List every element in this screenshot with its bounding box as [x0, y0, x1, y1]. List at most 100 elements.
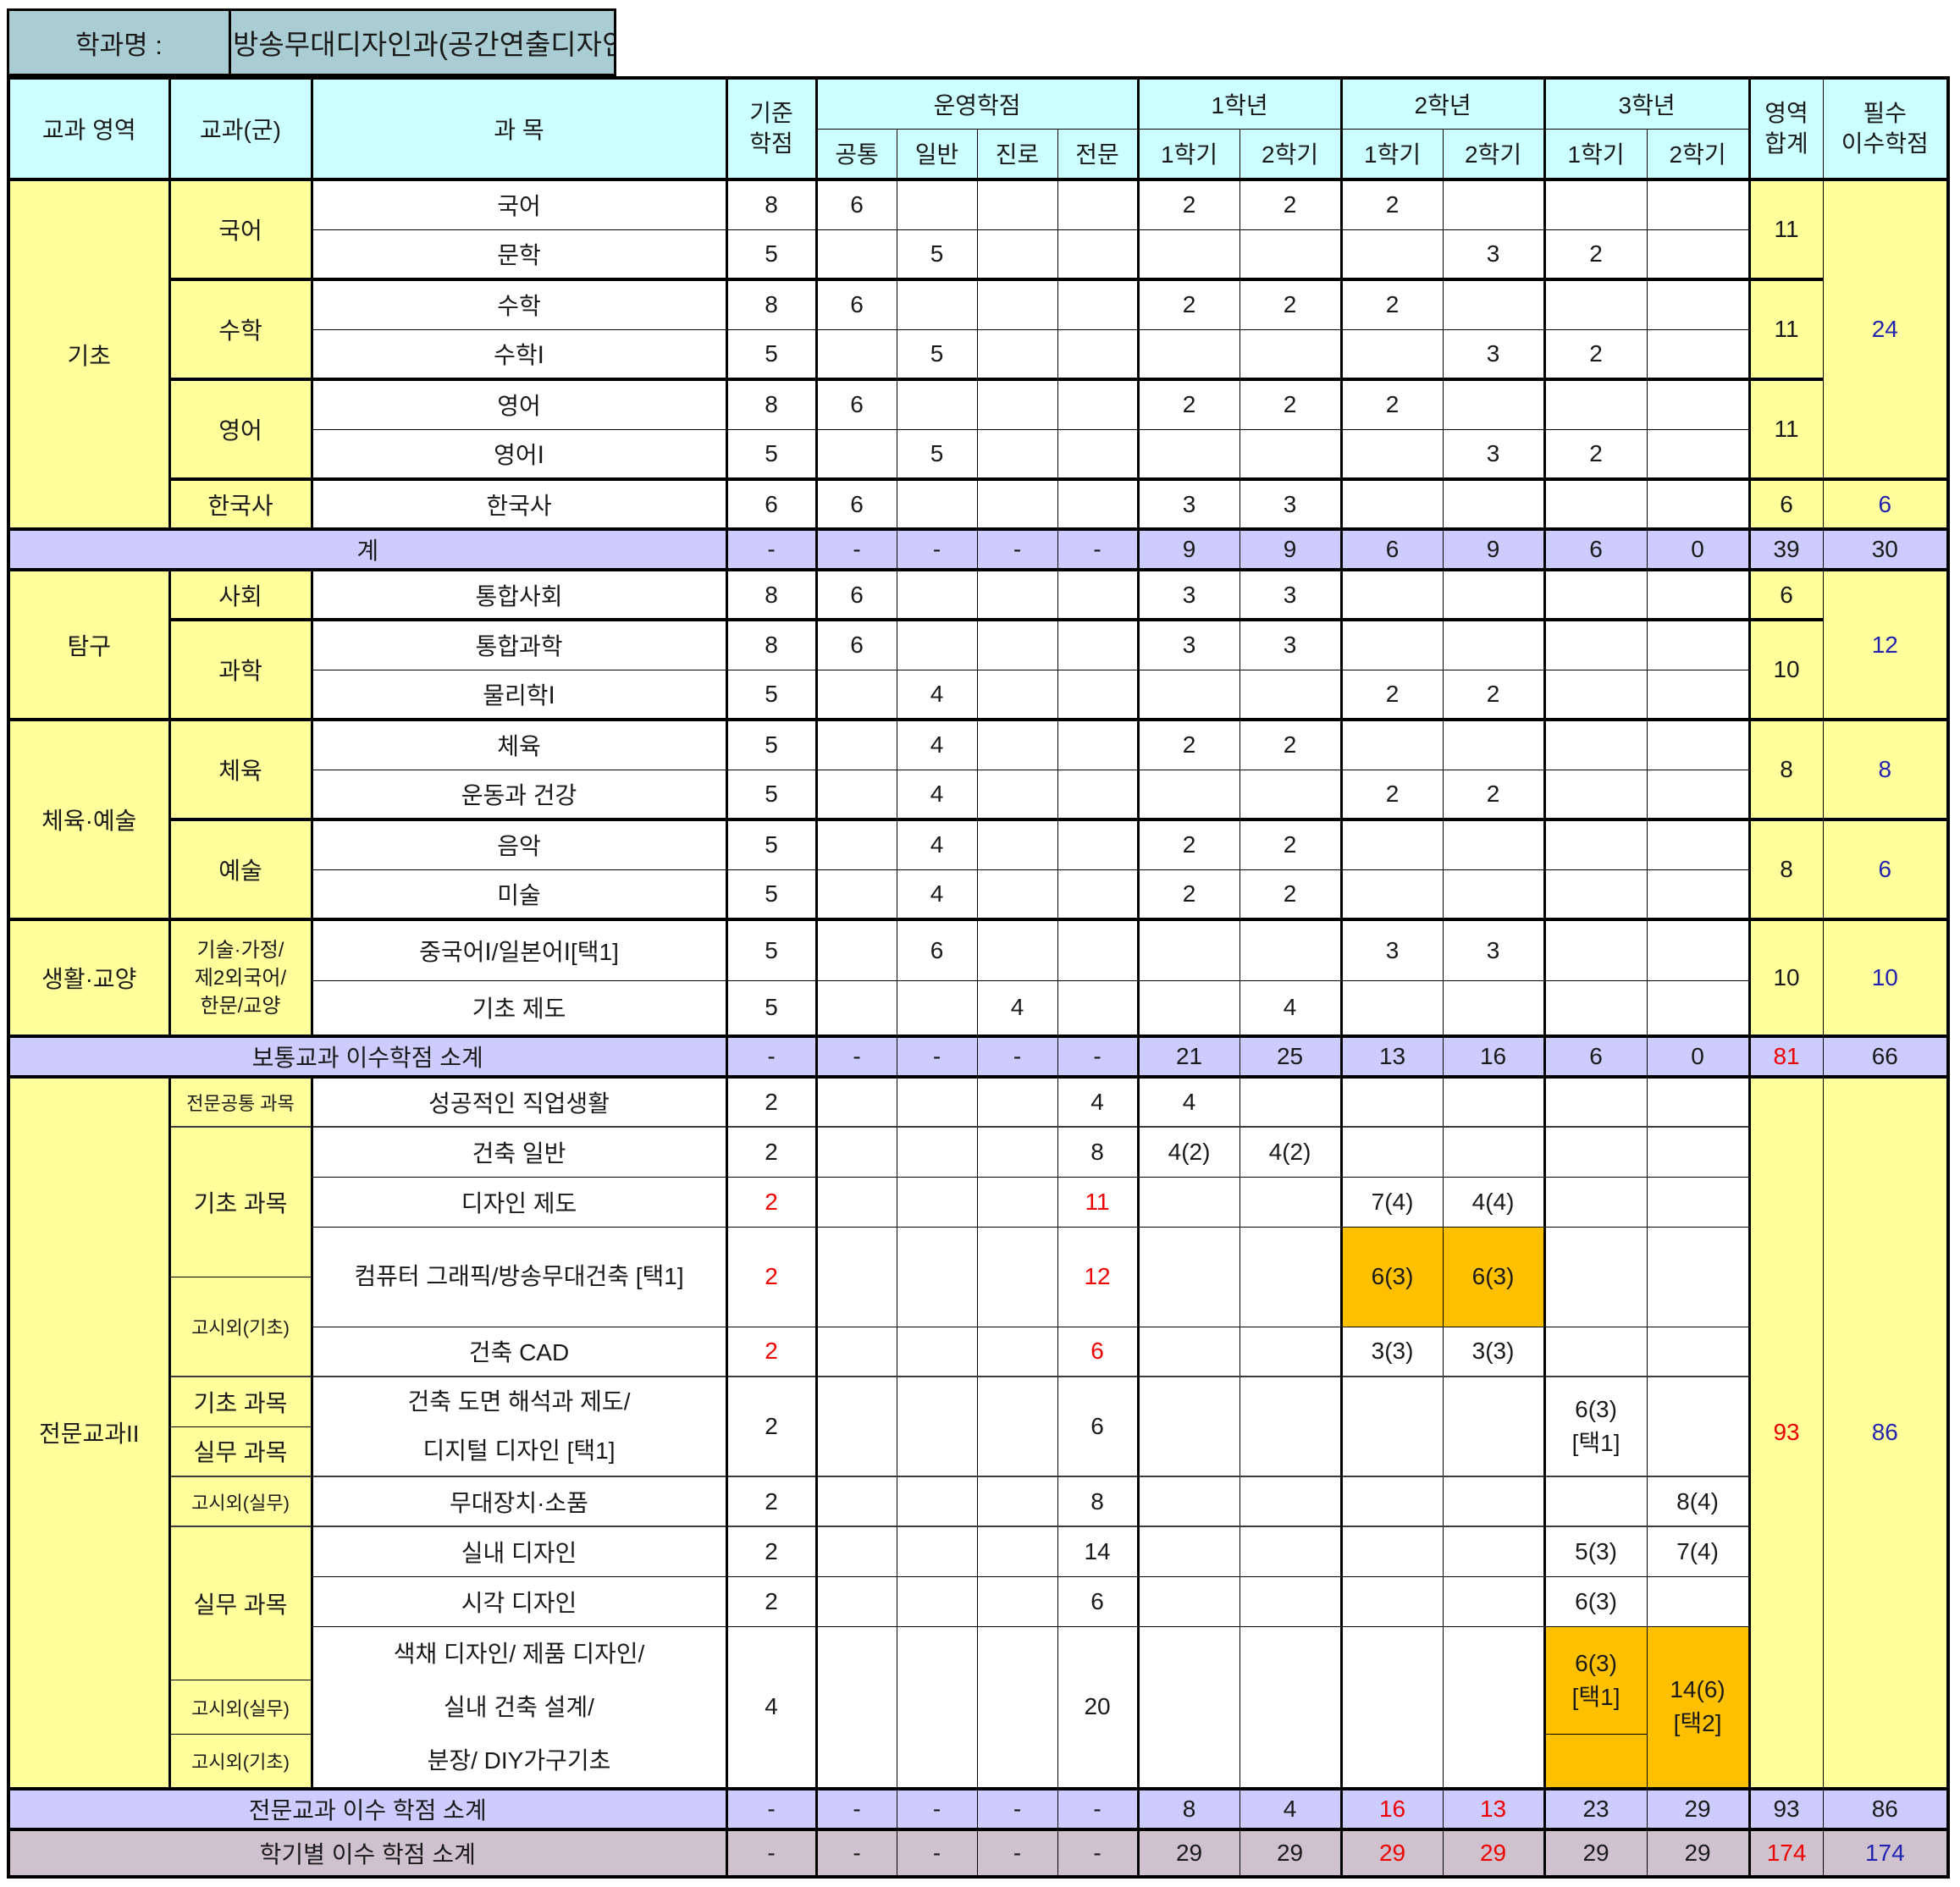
group-social: 사회	[168, 568, 313, 621]
course-eng1-std: 5	[726, 428, 818, 480]
empty-cell	[1239, 1526, 1343, 1577]
basic-subtotal-s11: 9	[1137, 527, 1240, 571]
empty-cell	[1239, 1376, 1343, 1477]
course-visual-prof: 6	[1057, 1575, 1140, 1627]
empty-cell	[1137, 918, 1240, 981]
empty-cell	[1137, 769, 1240, 820]
empty-cell	[976, 178, 1058, 230]
empty-cell	[1442, 1575, 1546, 1627]
empty-cell	[976, 1476, 1058, 1527]
empty-cell	[1340, 869, 1444, 920]
common-subtotal-s12: 25	[1239, 1035, 1343, 1078]
course-interior-name: 실내 디자인	[311, 1526, 728, 1577]
highlighted-empty-cell	[1543, 1734, 1648, 1789]
empty-cell	[1239, 1176, 1343, 1228]
course-sci-std: 8	[726, 618, 818, 670]
course-stage-prof: 8	[1057, 1476, 1140, 1527]
basic-subtotal-s21: 6	[1340, 527, 1444, 571]
course-dsgn-s22: 4(4)	[1442, 1176, 1546, 1228]
empty-cell	[1543, 918, 1648, 981]
empty-cell	[1340, 229, 1444, 280]
course-phy-name: 물리학Ⅰ	[311, 669, 728, 720]
empty-cell	[1442, 618, 1546, 670]
empty-cell	[1239, 328, 1343, 380]
course-mat-s11: 2	[1137, 278, 1240, 330]
area-vocational: 전문교과II	[8, 1075, 171, 1789]
empty-cell	[1442, 568, 1546, 621]
empty-cell	[976, 1625, 1058, 1789]
empty-cell	[815, 669, 897, 720]
empty-cell	[1137, 328, 1240, 380]
group-pe: 체육	[168, 718, 313, 820]
grand-total-s12: 29	[1239, 1827, 1343, 1879]
course-job-prof: 4	[1057, 1075, 1140, 1128]
empty-cell	[1646, 1176, 1751, 1228]
course-stage-name: 무대장치·소품	[311, 1476, 728, 1527]
course-pe-s12: 2	[1239, 718, 1343, 770]
course-job-s11: 4	[1137, 1075, 1240, 1128]
empty-cell	[976, 669, 1058, 720]
empty-cell	[896, 1625, 978, 1789]
course-health-general: 4	[896, 769, 978, 820]
course-fineart-s11: 2	[1137, 869, 1240, 920]
empty-cell	[1442, 1075, 1546, 1128]
empty-cell	[976, 229, 1058, 280]
empty-cell	[1137, 1326, 1240, 1377]
col-header-career: 진로	[976, 128, 1058, 180]
course-phy-s22: 2	[1442, 669, 1546, 720]
group-voc-basic2: 기초 과목	[168, 1376, 313, 1427]
empty-cell	[1340, 1526, 1444, 1577]
course-mat-common: 6	[815, 278, 897, 330]
empty-cell	[815, 229, 897, 280]
korean-area-total: 11	[1748, 178, 1824, 280]
empty-cell	[1057, 918, 1140, 981]
course-his-common: 6	[815, 477, 897, 530]
course-arch-s12: 4(2)	[1239, 1126, 1343, 1178]
empty-cell	[896, 178, 978, 230]
group-life-line3: 한문/교양	[200, 994, 281, 1018]
col-header-y1s2: 2학기	[1239, 128, 1343, 180]
basic-subtotal-s32: 0	[1646, 527, 1751, 571]
course-mat-s12: 2	[1239, 278, 1343, 330]
group-art: 예술	[168, 818, 313, 920]
course-color-std: 4	[726, 1625, 818, 1789]
voc-subtotal-s21: 16	[1340, 1786, 1444, 1829]
course-sci-name: 통합과학	[311, 618, 728, 670]
course-eng-s11: 2	[1137, 378, 1240, 430]
empty-cell	[976, 718, 1058, 770]
dash-cell: -	[815, 1827, 897, 1879]
standard-credit-line1: 기준	[749, 100, 793, 126]
course-pe-name: 체육	[311, 718, 728, 770]
empty-cell	[896, 378, 978, 430]
course-interior-s32: 7(4)	[1646, 1526, 1751, 1577]
empty-cell	[1057, 328, 1140, 380]
course-lang-general: 6	[896, 918, 978, 981]
course-color-name: 색채 디자인/ 제품 디자인/ 실내 건축 설계/ 분장/ DIY가구기초	[311, 1625, 728, 1789]
course-sci-common: 6	[815, 618, 897, 670]
empty-cell	[1239, 1625, 1343, 1789]
empty-cell	[1057, 618, 1140, 670]
empty-cell	[1646, 1226, 1751, 1327]
course-arch-name: 건축 일반	[311, 1126, 728, 1178]
course-his-std: 6	[726, 477, 818, 530]
empty-cell	[815, 1625, 897, 1789]
dash-cell: -	[976, 1035, 1058, 1078]
course-kor-s21: 2	[1340, 178, 1444, 230]
course-dsgn-std: 2	[726, 1176, 818, 1228]
empty-cell	[976, 618, 1058, 670]
course-health-s22: 2	[1442, 769, 1546, 820]
empty-cell	[896, 1176, 978, 1228]
empty-cell	[976, 328, 1058, 380]
course-mat-s21: 2	[1340, 278, 1444, 330]
course-cg-prof: 12	[1057, 1226, 1140, 1327]
basic-required-credit: 24	[1822, 178, 1949, 480]
course-lit-s22: 3	[1442, 229, 1546, 280]
empty-cell	[1646, 718, 1751, 770]
course-mus-std: 5	[726, 818, 818, 870]
math-area-total: 11	[1748, 278, 1824, 380]
grand-total-total: 174	[1748, 1827, 1824, 1879]
empty-cell	[815, 869, 897, 920]
empty-cell	[1543, 979, 1648, 1037]
group-math: 수학	[168, 278, 313, 380]
